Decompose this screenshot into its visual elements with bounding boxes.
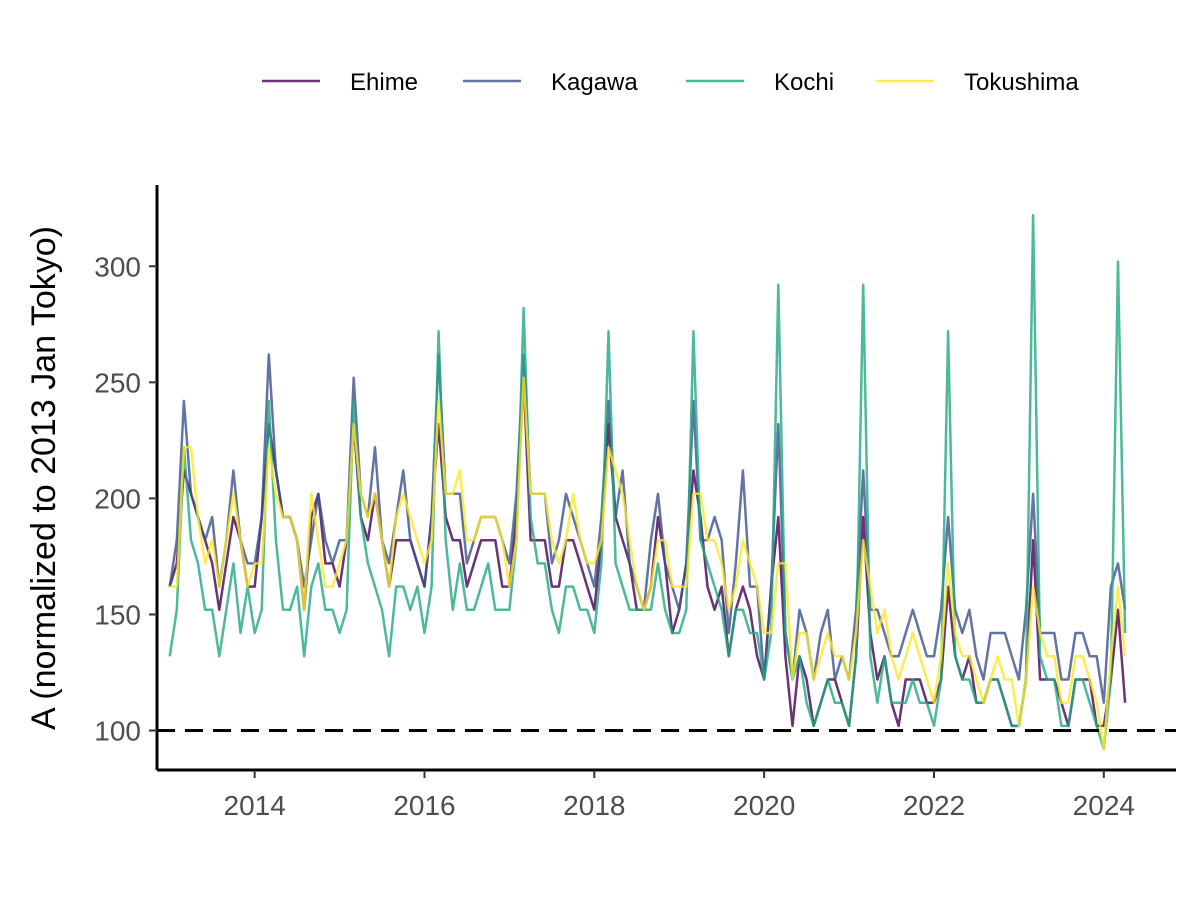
series-line-tokushima bbox=[169, 376, 1127, 751]
y-tick-label: 200 bbox=[94, 483, 141, 514]
x-tick-label: 2018 bbox=[563, 790, 625, 821]
series-lines bbox=[168, 213, 1127, 751]
y-tick-label: 100 bbox=[94, 716, 141, 747]
legend-label-kagawa: Kagawa bbox=[551, 69, 638, 96]
legend-label-kochi: Kochi bbox=[774, 69, 834, 96]
legend-label-ehime: Ehime bbox=[350, 69, 418, 96]
axes bbox=[155, 185, 1176, 772]
x-tick-label: 2024 bbox=[1073, 790, 1135, 821]
y-ticks: 100 150 200 250 300 bbox=[94, 251, 157, 747]
x-tick-label: 2022 bbox=[903, 790, 965, 821]
x-tick-label: 2016 bbox=[393, 790, 455, 821]
x-tick-label: 2020 bbox=[733, 790, 795, 821]
y-tick-label: 150 bbox=[94, 599, 141, 630]
series-line-kochi bbox=[168, 213, 1127, 751]
x-ticks: 2014 2016 2018 2020 2022 2024 bbox=[224, 770, 1135, 821]
y-axis-title: A (normalized to 2013 Jan Tokyo) bbox=[25, 226, 63, 730]
legend-label-tokushima: Tokushima bbox=[964, 69, 1079, 96]
legend: Ehime Kagawa Kochi Tokushima bbox=[262, 69, 1079, 96]
y-tick-label: 300 bbox=[94, 251, 141, 282]
series-line-kagawa bbox=[168, 353, 1127, 704]
y-tick-label: 250 bbox=[94, 367, 141, 398]
x-tick-label: 2014 bbox=[224, 790, 286, 821]
